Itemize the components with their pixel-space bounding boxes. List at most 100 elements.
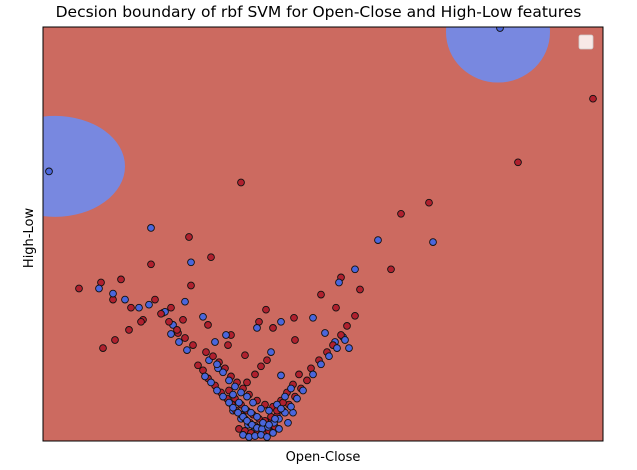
data-point-class-b (145, 300, 153, 309)
data-point-class-b (187, 258, 195, 267)
decision-region-1 (446, 27, 550, 83)
data-point-class-b (277, 404, 285, 413)
data-point-class-b (271, 414, 279, 423)
data-point-class-b (496, 27, 504, 32)
data-point-class-b (269, 429, 277, 437)
data-point-class-a (425, 198, 433, 207)
data-point-class-b (287, 384, 295, 393)
data-point-class-a (351, 311, 359, 320)
data-point-class-a (514, 158, 522, 167)
data-point-class-b (207, 378, 215, 387)
data-point-class-a (241, 351, 249, 360)
data-point-class-b (211, 338, 219, 346)
data-point-class-a (99, 344, 107, 352)
data-point-class-b (293, 394, 301, 403)
data-point-class-a (157, 309, 165, 318)
data-point-class-a (397, 209, 405, 218)
data-point-class-b (247, 408, 255, 417)
data-point-class-a (117, 275, 125, 284)
data-point-class-b (225, 376, 233, 385)
data-point-class-a (589, 94, 597, 103)
data-point-class-a (237, 178, 245, 187)
data-point-class-b (309, 313, 317, 322)
decision-region-background (43, 27, 603, 441)
scatter-points (45, 27, 597, 441)
data-point-class-a (185, 233, 193, 241)
data-point-class-a (179, 315, 187, 324)
data-point-class-b (219, 392, 227, 401)
data-point-class-b (181, 297, 189, 306)
data-point-class-b (265, 420, 273, 429)
data-point-class-a (204, 321, 212, 329)
empty-legend-box (578, 34, 594, 50)
data-point-class-b (317, 360, 325, 369)
data-point-class-a (189, 341, 197, 349)
data-point-class-a (269, 324, 277, 332)
data-point-class-b (95, 284, 103, 293)
data-point-class-b (321, 329, 329, 337)
data-point-class-b (265, 406, 273, 415)
data-point-class-b (249, 398, 257, 407)
chart-title: Decsion boundary of rbf SVM for Open-Clo… (56, 3, 582, 21)
data-point-class-b (333, 344, 341, 352)
data-point-class-a (111, 336, 119, 344)
data-point-class-a (291, 336, 299, 344)
data-point-class-a (202, 348, 210, 356)
data-point-class-a (387, 265, 395, 274)
data-point-class-b (275, 425, 283, 433)
data-point-class-a (257, 362, 265, 371)
data-point-class-b (325, 352, 333, 361)
data-point-class-b (183, 346, 191, 354)
data-point-class-b (374, 236, 382, 244)
data-point-class-a (127, 303, 135, 312)
data-point-class-b (222, 331, 230, 339)
plot-frame (42, 26, 604, 442)
data-point-class-b (284, 418, 292, 427)
decision-region-2 (43, 115, 125, 217)
data-point-class-a (262, 305, 270, 314)
data-point-class-b (253, 324, 261, 332)
data-point-class-b (167, 330, 175, 338)
data-point-class-a (173, 326, 181, 334)
data-point-class-b (335, 278, 343, 287)
data-point-class-b (277, 317, 285, 326)
data-point-class-b (147, 224, 155, 232)
data-point-class-a (303, 376, 311, 385)
data-point-class-b (351, 265, 359, 274)
data-point-class-b (263, 433, 271, 441)
data-point-class-b (229, 390, 237, 399)
data-point-class-b (229, 403, 237, 412)
data-point-class-b (429, 238, 437, 246)
data-point-class-b (235, 398, 243, 407)
data-point-class-b (45, 167, 53, 176)
data-point-class-a (187, 281, 195, 290)
data-point-class-b (234, 408, 242, 417)
data-point-class-b (121, 295, 129, 304)
data-point-class-a (337, 331, 345, 339)
data-point-class-b (231, 382, 239, 391)
data-point-class-a (263, 356, 271, 365)
data-point-class-b (243, 416, 251, 425)
y-axis-label: High-Low (22, 208, 37, 269)
data-point-class-a (75, 284, 83, 293)
data-point-class-b (277, 371, 285, 380)
data-point-class-a (147, 260, 155, 269)
data-point-class-b (175, 338, 183, 346)
data-point-class-b (241, 404, 249, 413)
data-point-class-b (225, 398, 233, 407)
data-point-class-b (299, 386, 307, 395)
decision-regions (43, 27, 550, 217)
data-point-class-a (165, 317, 173, 326)
data-point-class-a (151, 295, 159, 304)
data-point-class-a (125, 326, 133, 334)
data-point-class-a (317, 290, 325, 299)
data-point-class-a (356, 285, 364, 294)
data-point-class-b (219, 368, 227, 377)
data-point-class-a (209, 352, 217, 361)
data-point-class-b (135, 303, 143, 312)
data-point-class-b (213, 360, 221, 369)
data-point-class-b (213, 386, 221, 395)
data-point-class-a (137, 317, 145, 326)
data-point-class-b (201, 372, 209, 381)
